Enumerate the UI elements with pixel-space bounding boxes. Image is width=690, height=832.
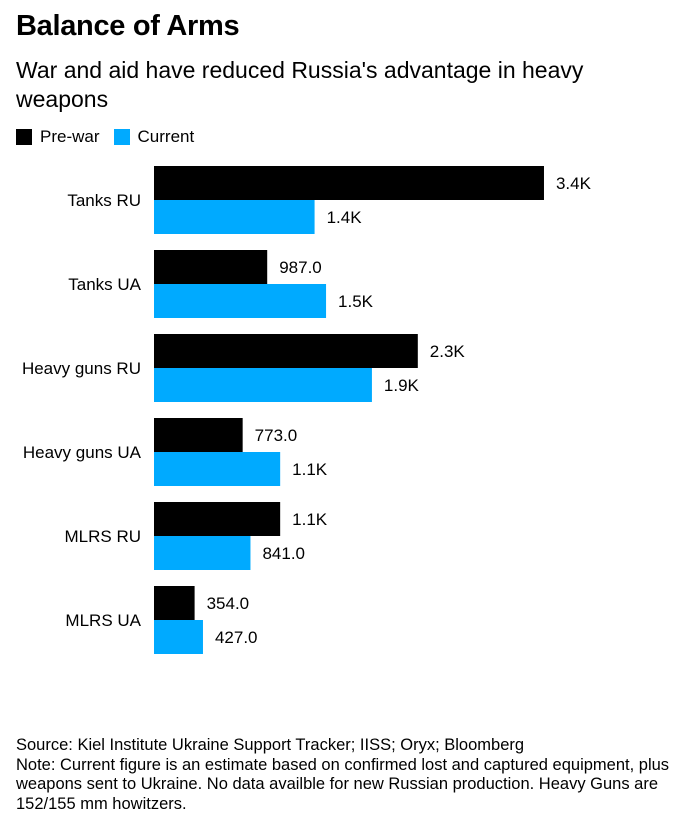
bar-pre-war-mlrs-ua [154, 586, 195, 620]
bar-chart: Tanks RU 3.4K 1.4K Tanks UA 987.0 1.5K Heavy g… [22, 166, 592, 654]
legend-swatch-prewar [16, 129, 32, 145]
category-label-heavy-guns-ru: Heavy guns RU [22, 359, 141, 378]
data-label-pre-war-tanks-ru: 3.4K [556, 174, 592, 193]
bar-pre-war-tanks-ua [154, 250, 268, 284]
bar-pre-war-tanks-ru [154, 166, 544, 200]
bar-current-heavy-guns-ru [154, 368, 372, 402]
legend-label-prewar: Pre-war [40, 127, 100, 146]
bar-current-heavy-guns-ua [154, 452, 281, 486]
data-label-current-heavy-guns-ru: 1.9K [384, 376, 420, 395]
source-note: Source: Kiel Institute Ukraine Support T… [16, 736, 525, 754]
data-label-current-heavy-guns-ua: 1.1K [292, 460, 328, 479]
bar-pre-war-heavy-guns-ru [154, 334, 418, 368]
bar-current-mlrs-ua [154, 620, 203, 654]
data-label-current-mlrs-ru: 841.0 [262, 544, 305, 563]
bar-current-mlrs-ru [154, 536, 251, 570]
legend-swatch-current [113, 129, 130, 145]
category-label-tanks-ru: Tanks RU [67, 191, 141, 210]
bar-current-tanks-ua [154, 284, 327, 318]
category-label-heavy-guns-ua: Heavy guns UA [23, 443, 142, 462]
legend-label-current: Current [137, 127, 195, 146]
data-label-pre-war-heavy-guns-ru: 2.3K [430, 342, 466, 361]
bar-pre-war-heavy-guns-ua [154, 418, 243, 452]
bar-pre-war-mlrs-ru [154, 502, 281, 536]
category-label-mlrs-ru: MLRS RU [64, 527, 141, 546]
legend-item-prewar: Pre-war [16, 127, 100, 147]
data-label-pre-war-mlrs-ua: 354.0 [207, 594, 250, 613]
data-label-current-mlrs-ua: 427.0 [215, 628, 258, 647]
data-label-pre-war-tanks-ua: 987.0 [279, 258, 322, 277]
legend-item-current: Current [113, 127, 195, 147]
bar-current-tanks-ru [154, 200, 315, 234]
category-label-tanks-ua: Tanks UA [68, 275, 141, 294]
data-label-current-tanks-ru: 1.4K [327, 208, 363, 227]
data-label-pre-war-heavy-guns-ua: 773.0 [255, 426, 298, 445]
methodology-note: Note: Current figure is an estimate base… [16, 755, 670, 813]
chart-subtitle: War and aid have reduced Russia's advant… [16, 57, 584, 112]
data-label-pre-war-mlrs-ru: 1.1K [292, 510, 328, 529]
footer: Source: Kiel Institute Ukraine Support T… [16, 736, 676, 814]
chart-title: Balance of Arms [16, 10, 240, 42]
data-label-current-tanks-ua: 1.5K [338, 292, 374, 311]
legend: Pre-war Current [16, 127, 208, 147]
category-label-mlrs-ua: MLRS UA [65, 611, 141, 630]
